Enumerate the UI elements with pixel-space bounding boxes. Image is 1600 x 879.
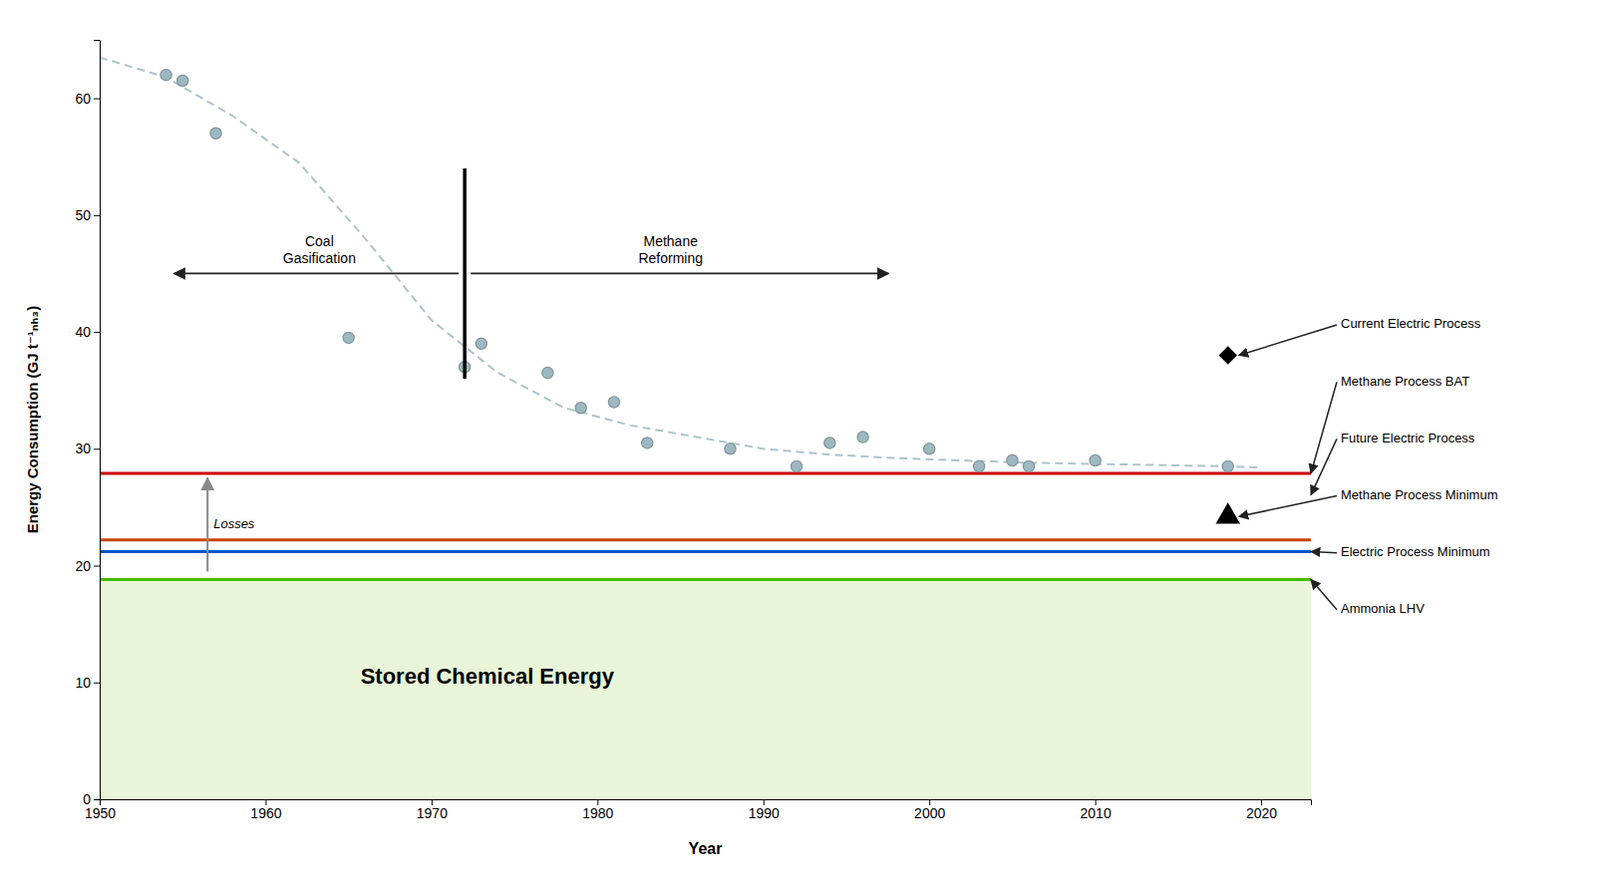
point-circle — [1222, 460, 1234, 472]
y-tick: 60 — [74, 90, 100, 107]
y-tick-label: 40 — [74, 323, 91, 340]
reference-line — [99, 550, 1311, 554]
y-axis-title: Energy Consumption (GJ t⁻¹ₙₕ₃) — [23, 306, 41, 535]
point-circle — [641, 437, 653, 449]
side-label: Electric Process Minimum — [1340, 544, 1491, 560]
point-circle — [724, 443, 736, 455]
x-tick-label: 1950 — [84, 805, 116, 822]
y-tick: 20 — [74, 558, 100, 575]
point-circle — [210, 127, 222, 139]
x-tick-label: 2010 — [1080, 805, 1112, 822]
side-label-arrow — [1310, 438, 1337, 495]
y-axis: 0 10 20 30 40 50 60 — [74, 40, 100, 808]
losses-label: Losses — [213, 516, 256, 532]
y-tick-label: 10 — [74, 674, 91, 691]
point-circle — [342, 331, 354, 343]
y-axis-line — [93, 40, 101, 801]
point-circle — [608, 396, 620, 408]
era-arrow-right — [470, 273, 889, 276]
area-label: Stored Chemical Energy — [360, 663, 616, 689]
side-label-arrow — [1239, 324, 1337, 355]
x-tick: 2020 — [1246, 799, 1278, 822]
era-label-left: CoalGasification — [283, 233, 356, 267]
point-circle — [824, 437, 836, 449]
x-tick-label: 1990 — [748, 805, 780, 822]
point-circle — [475, 337, 487, 349]
x-axis-line — [100, 800, 1312, 807]
y-tick-mark — [93, 799, 100, 801]
era-arrow-left — [174, 273, 460, 276]
point-circle — [924, 443, 936, 455]
point-circle — [575, 402, 587, 414]
x-tick: 2000 — [914, 799, 946, 822]
point-circle — [790, 460, 802, 472]
side-label: Ammonia LHV — [1340, 601, 1425, 617]
chart-svg: 1950 1960 1970 1980 1990 2000 2010 2020 0 10 20 30 4… — [0, 0, 1600, 879]
y-tick: 50 — [74, 207, 100, 224]
era-label-right: MethaneReforming — [638, 233, 703, 267]
point-circle — [1006, 454, 1018, 466]
y-tick: 0 — [82, 791, 100, 808]
x-tick-label: 1980 — [582, 805, 614, 822]
reference-line — [99, 578, 1311, 582]
losses-arrow — [206, 478, 209, 573]
point-circle — [857, 431, 869, 443]
x-tick-label: 2020 — [1246, 805, 1278, 822]
y-tick-mark — [93, 98, 100, 100]
point-circle — [972, 460, 984, 472]
x-tick: 1960 — [250, 799, 282, 822]
point-circle — [1089, 454, 1101, 466]
y-tick: 40 — [74, 323, 100, 340]
y-tick-mark — [93, 682, 100, 684]
y-tick: 30 — [74, 440, 100, 457]
point-diamond — [1219, 345, 1238, 364]
point-triangle — [1216, 502, 1242, 524]
y-tick-mark — [93, 215, 100, 217]
side-label-arrow — [1310, 381, 1337, 474]
era-label-right-line: Methane — [642, 233, 698, 250]
reference-line — [99, 538, 1311, 542]
plot-root: 1950 1960 1970 1980 1990 2000 2010 2020 0 10 20 30 4… — [23, 40, 1499, 859]
side-label: Future Electric Process — [1340, 430, 1476, 446]
stored-energy-area — [99, 580, 1311, 800]
reference-line — [99, 471, 1311, 475]
annotation-layer: Stored Chemical Energy Losses CoalGasifica… — [174, 168, 1499, 689]
y-tick-mark — [93, 566, 100, 568]
x-tick: 1980 — [582, 799, 614, 822]
x-axis-title: Year — [688, 840, 723, 858]
x-tick-label: 1970 — [416, 805, 448, 822]
x-tick-label: 1960 — [250, 805, 282, 822]
era-divider — [462, 168, 467, 379]
point-circle — [542, 366, 554, 378]
side-label: Current Electric Process — [1340, 316, 1482, 331]
side-label-arrow — [1310, 580, 1337, 611]
side-label-arrow — [1239, 495, 1337, 517]
chart-container: 1950 1960 1970 1980 1990 2000 2010 2020 0 10 20 30 4… — [0, 0, 1600, 879]
y-tick-label: 20 — [74, 558, 91, 575]
trend-line — [99, 57, 1262, 468]
y-tick-label: 30 — [74, 440, 91, 457]
x-axis: 1950 1960 1970 1980 1990 2000 2010 2020 — [84, 799, 1312, 822]
side-label-arrow — [1310, 551, 1337, 553]
y-tick-mark — [93, 448, 100, 450]
point-circle — [1022, 460, 1034, 472]
x-tick: 2010 — [1080, 799, 1112, 822]
data-layer — [99, 57, 1311, 800]
side-label: Methane Process BAT — [1340, 373, 1470, 389]
x-tick: 1970 — [416, 799, 448, 822]
x-tick-label: 2000 — [914, 805, 946, 822]
era-label-left-line: Coal — [305, 233, 334, 250]
y-tick-mark — [93, 331, 100, 333]
y-tick-label: 50 — [74, 207, 91, 224]
y-tick: 10 — [74, 674, 100, 691]
era-label-right-line: Reforming — [638, 250, 703, 267]
y-tick-label: 60 — [74, 90, 91, 107]
point-circle — [160, 69, 172, 81]
point-circle — [177, 74, 189, 86]
y-tick-label: 0 — [82, 791, 91, 808]
era-label-left-line: Gasification — [283, 250, 356, 267]
x-tick: 1990 — [748, 799, 780, 822]
side-label: Methane Process Minimum — [1340, 487, 1499, 503]
